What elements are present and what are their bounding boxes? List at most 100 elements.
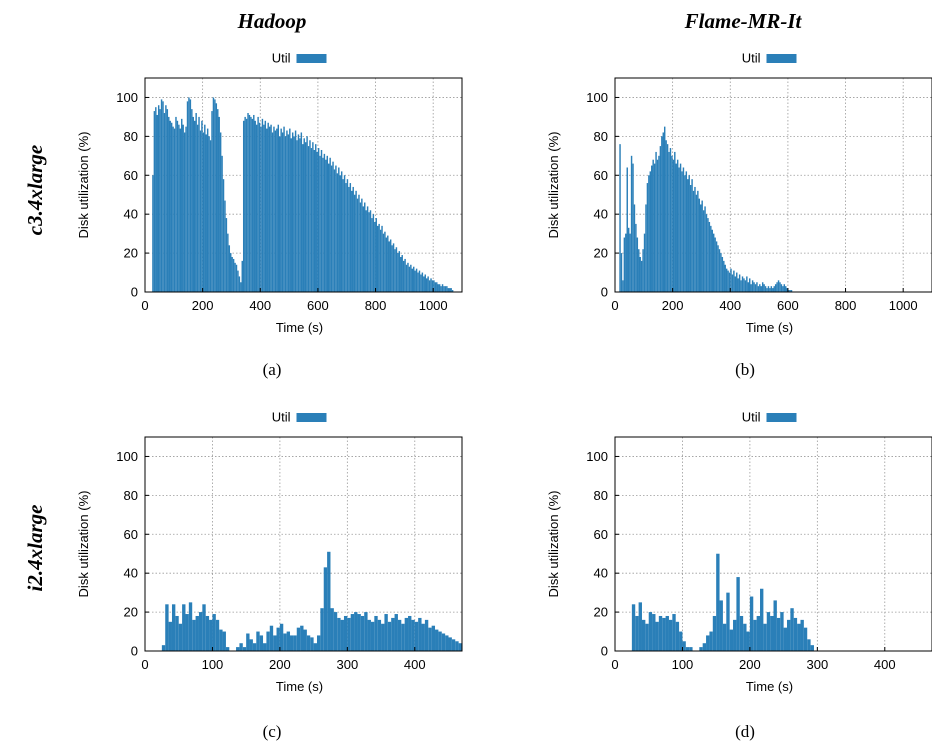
bar <box>231 256 233 292</box>
y-tick-label: 80 <box>124 488 138 503</box>
bar <box>719 600 723 651</box>
bar <box>656 159 659 292</box>
bar <box>685 647 690 651</box>
bar <box>313 643 317 651</box>
bar <box>643 233 646 292</box>
y-axis-label: Disk utilization (%) <box>546 491 561 598</box>
bar <box>635 223 637 292</box>
bar <box>313 149 316 292</box>
bar <box>351 190 353 292</box>
bar <box>625 233 627 292</box>
bar <box>377 619 382 651</box>
bar <box>756 282 758 292</box>
bar <box>258 122 261 292</box>
bar <box>636 237 639 292</box>
bar <box>333 612 338 651</box>
bar <box>695 194 698 292</box>
bar <box>638 249 640 292</box>
plot-frame <box>614 77 932 293</box>
bar <box>694 186 696 292</box>
bar <box>375 218 377 292</box>
bar <box>246 633 250 651</box>
y-tick-label: 60 <box>594 168 608 183</box>
bar <box>760 588 764 651</box>
bar <box>729 629 734 651</box>
bar <box>175 116 177 292</box>
bar <box>178 124 180 292</box>
bar <box>420 274 422 292</box>
bar <box>257 116 259 292</box>
bar <box>661 136 663 292</box>
bar <box>638 602 642 651</box>
bar <box>182 604 186 651</box>
bar <box>712 615 717 651</box>
bar <box>803 627 808 651</box>
bar <box>407 262 409 292</box>
bar <box>317 148 320 292</box>
y-tick-label: 100 <box>586 449 608 464</box>
bar <box>733 270 735 292</box>
x-tick-label: 800 <box>835 298 857 313</box>
bar <box>655 151 657 292</box>
bar <box>245 118 248 292</box>
bar <box>343 175 346 292</box>
bar <box>193 120 196 292</box>
bar <box>307 146 310 292</box>
bar <box>458 643 462 651</box>
y-axis-label: Disk utilization (%) <box>76 491 91 598</box>
bar <box>345 183 347 292</box>
x-tick-label: 400 <box>249 298 271 313</box>
bar <box>663 126 666 293</box>
bar <box>225 218 228 292</box>
bar <box>370 621 375 651</box>
bar <box>645 204 647 292</box>
bar <box>437 284 439 292</box>
bar <box>340 171 343 292</box>
bar <box>263 124 265 292</box>
bar <box>181 118 183 292</box>
y-tick-label: 0 <box>131 644 138 659</box>
bar <box>730 268 732 292</box>
bar <box>671 155 673 292</box>
bar <box>235 264 238 292</box>
bar <box>446 286 448 292</box>
bar <box>219 629 223 651</box>
bar <box>365 210 367 292</box>
bar <box>789 290 791 292</box>
bar <box>665 140 667 292</box>
bar <box>418 270 421 292</box>
bar <box>715 241 718 292</box>
x-axis-label: Time (s) <box>276 679 323 694</box>
bar <box>646 183 649 292</box>
bar <box>279 136 281 292</box>
bar <box>316 635 321 651</box>
bar <box>300 625 304 651</box>
bar <box>319 155 321 292</box>
bar <box>773 286 775 292</box>
bar <box>296 140 298 292</box>
bar <box>161 645 166 651</box>
plot-frame <box>614 436 932 652</box>
bar <box>361 198 363 292</box>
bar <box>632 163 634 292</box>
bar <box>728 272 731 292</box>
bar <box>786 619 791 651</box>
bar <box>286 130 288 292</box>
bar <box>222 179 225 292</box>
bar <box>178 623 183 651</box>
bar <box>627 227 630 292</box>
bar <box>415 268 418 292</box>
bar <box>360 615 365 651</box>
bar <box>404 258 406 292</box>
x-tick-label: 0 <box>611 298 618 313</box>
bar <box>785 286 787 292</box>
bar <box>338 167 340 292</box>
bar <box>756 615 761 651</box>
bar <box>330 608 334 651</box>
bar <box>400 256 402 292</box>
bar <box>734 276 737 292</box>
bar <box>236 647 240 651</box>
